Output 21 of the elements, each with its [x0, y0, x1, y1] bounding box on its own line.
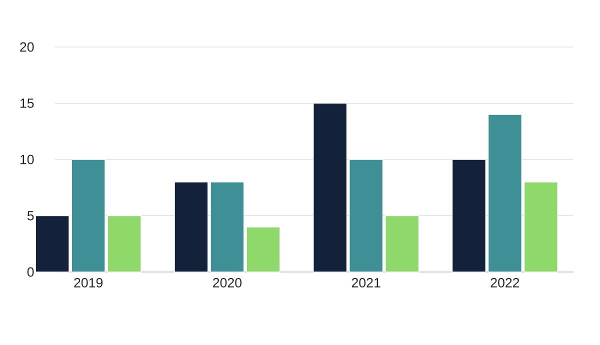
bar	[524, 182, 558, 272]
bar	[174, 182, 208, 272]
y-tick-label: 20	[20, 42, 34, 52]
bar	[107, 215, 142, 272]
y-tick-label: 10	[20, 154, 34, 164]
bar	[71, 159, 106, 272]
y-tick-label: 15	[20, 98, 34, 108]
y-tick-label: 5	[27, 211, 34, 220]
bar	[35, 215, 70, 272]
y-tick-label: 0	[27, 267, 34, 277]
bar	[246, 226, 280, 272]
bar	[313, 102, 348, 272]
x-tick-label: 2022	[490, 278, 520, 288]
x-tick-label: 2019	[74, 278, 103, 288]
bar	[385, 215, 420, 272]
bar	[452, 159, 486, 272]
bar	[210, 182, 244, 272]
bar	[488, 114, 522, 272]
bar	[349, 159, 384, 272]
x-tick-label: 2020	[213, 278, 242, 288]
x-tick-label: 2021	[352, 278, 380, 288]
